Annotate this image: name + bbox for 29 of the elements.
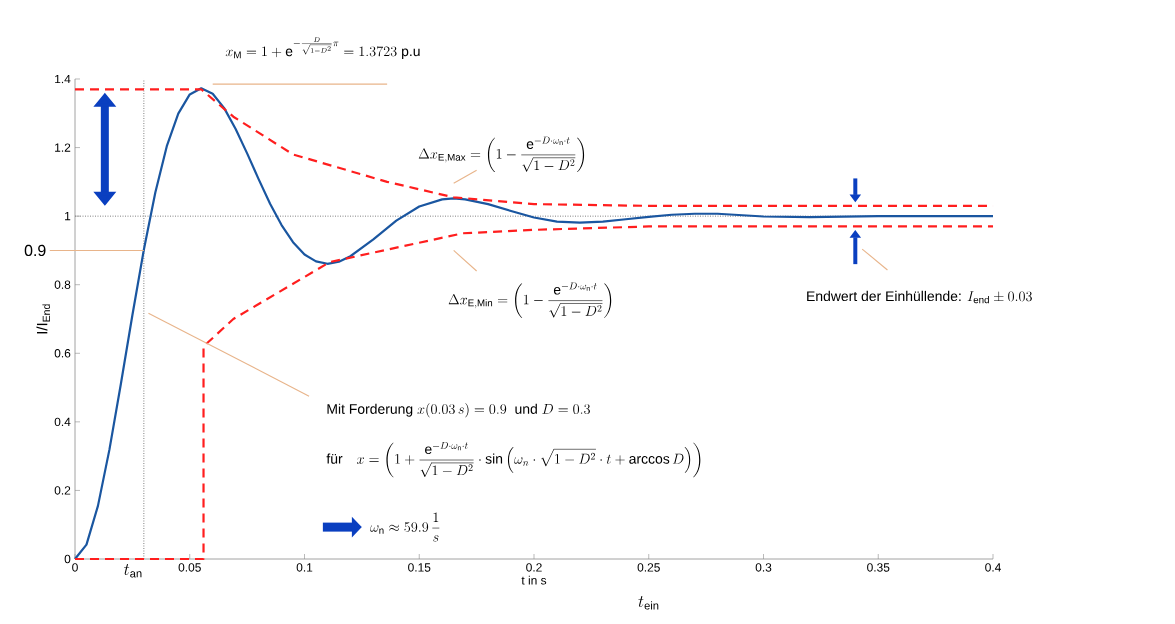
y-tick-label: 0.6 [54,349,71,358]
annotation: $\Delta x_\mathrm{E,Max} = \left(1 - \frac{\mathrm{e}^{-D\cdot\omega_\mathrm{n}\cdot t}}{\sqrt{1-D^2}}\right)$ [418,136,585,173]
y-tick-label: 0 [64,554,71,564]
x-tick-label: 0.4 [985,563,1001,572]
text: $t_\mathrm{ein}$ [638,596,659,610]
x-tick-label: 0.25 [637,563,660,572]
y-tick-label: 0.2 [54,486,71,495]
annotation: $\mbox{Mit Forderung } x(0.03\,s) = 0.9 \ \mbox{ und } D = 0.3$ [327,403,590,418]
y-tick-label: 1.2 [55,143,71,152]
y-axis-title: I/I$_{End}$ [36,304,51,334]
annotation: $\mbox{für}\quad x = \left(1 + \frac{\mathrm{e}^{-D\cdot\omega_\mathrm{n}\cdot t}}{\sqrt{1-D^2}}\cdot\sin\left(\omega_n\cdot\sqrt{1-D^2}\cdot t + \arccos D\right)\right)$ [326,441,701,478]
text: $x_\mathrm{M} = 1 + \mathrm{e}^{-\frac{D}{\sqrt{1-D^2}}\pi} = 1.3723\ \mbox{p.u}$ [225,37,420,59]
y-tick-label: 0.4 [54,417,71,427]
x-tick-label: 0.3 [755,563,772,572]
annotation: $\mbox{0.9}$ [24,244,46,257]
annotation: $\Delta x_\mathrm{E,Min} = \left(1 - \frac{\mathrm{e}^{-D\cdot\omega_\mathrm{n}\cdot t}}{\sqrt{1-D^2}}\right)$ [448,282,612,318]
x-tick-label: 0.2 [526,563,542,572]
y-tick-label: 1 [65,212,71,221]
x-tick-label: 0.05 [178,563,201,572]
annotation: $\omega_\mathrm{n} \approx 59.9\,\frac{1}{s}$ [370,512,440,542]
x-tick-label: 0.15 [408,563,431,572]
annotation: $\mbox{Endwert der Einhüllende: } I_\mathrm{end} \pm 0.03$ [807,290,1032,304]
x-tick-label: 0.1 [296,563,313,572]
x-tick-label: 0 [72,563,78,572]
x-axis-title: t in s [521,575,547,585]
x-tick-label: 0.35 [867,563,890,572]
y-tick-label: 1.4 [55,74,71,84]
y-tick-label: 0.8 [54,280,71,289]
ref-line-label: $t_\mathrm{an}$ [124,564,142,578]
